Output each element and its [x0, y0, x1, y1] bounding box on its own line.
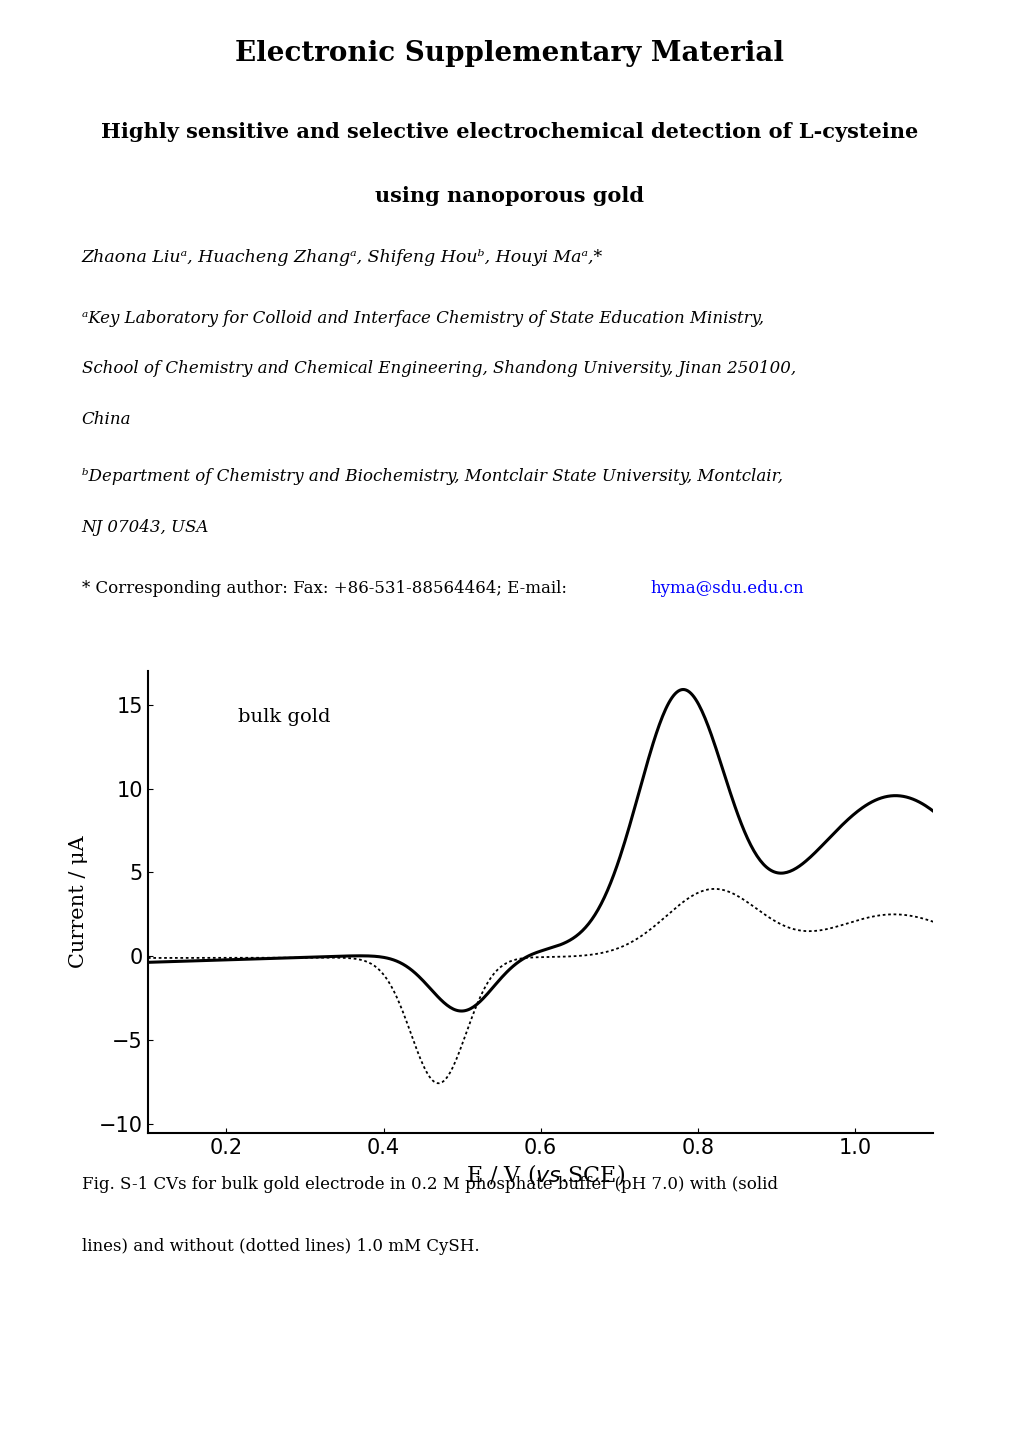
- Text: hyma@sdu.edu.cn: hyma@sdu.edu.cn: [650, 580, 804, 596]
- Text: School of Chemistry and Chemical Engineering, Shandong University, Jinan 250100,: School of Chemistry and Chemical Enginee…: [82, 361, 795, 378]
- Text: * Corresponding author: Fax: +86-531-88564464; E-mail:: * Corresponding author: Fax: +86-531-885…: [82, 580, 572, 596]
- Text: Highly sensitive and selective electrochemical detection of L-cysteine: Highly sensitive and selective electroch…: [101, 123, 918, 143]
- Text: Zhaona Liuᵃ, Huacheng Zhangᵃ, Shifeng Houᵇ, Houyi Maᵃ,*: Zhaona Liuᵃ, Huacheng Zhangᵃ, Shifeng Ho…: [82, 250, 602, 267]
- Text: lines) and without (dotted lines) 1.0 mM CySH.: lines) and without (dotted lines) 1.0 mM…: [82, 1238, 479, 1255]
- Text: bulk gold: bulk gold: [238, 709, 330, 726]
- Text: using nanoporous gold: using nanoporous gold: [375, 186, 644, 206]
- Text: NJ 07043, USA: NJ 07043, USA: [82, 519, 209, 537]
- Y-axis label: Current / μA: Current / μA: [69, 835, 88, 968]
- Text: E / V ($\mathit{vs}$.SCE): E / V ($\mathit{vs}$.SCE): [466, 1162, 625, 1186]
- Text: ᵇDepartment of Chemistry and Biochemistry, Montclair State University, Montclair: ᵇDepartment of Chemistry and Biochemistr…: [82, 469, 782, 485]
- Text: China: China: [82, 411, 131, 429]
- Text: ᵃKey Laboratory for Colloid and Interface Chemistry of State Education Ministry,: ᵃKey Laboratory for Colloid and Interfac…: [82, 310, 763, 326]
- Text: Electronic Supplementary Material: Electronic Supplementary Material: [235, 40, 784, 66]
- Text: Fig. S-1 CVs for bulk gold electrode in 0.2 M phosphate buffer (pH 7.0) with (so: Fig. S-1 CVs for bulk gold electrode in …: [82, 1176, 776, 1193]
